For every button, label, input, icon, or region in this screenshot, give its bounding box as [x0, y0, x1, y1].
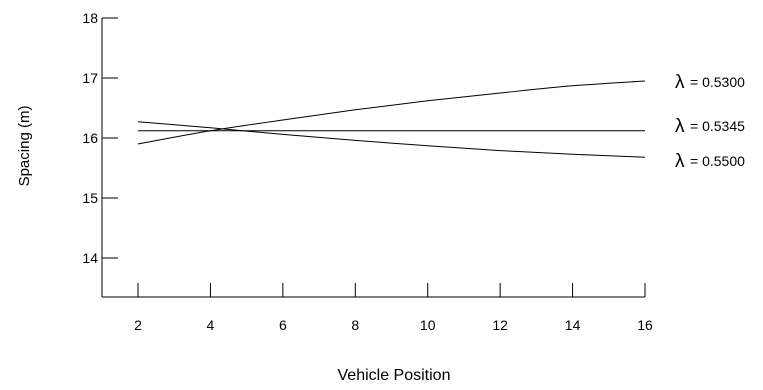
y-tick-label: 14 [82, 250, 98, 266]
y-tick-label: 18 [82, 10, 98, 26]
y-axis-label: Spacing (m) [16, 106, 33, 187]
y-ticks: 14 15 16 17 18 [82, 10, 118, 266]
x-ticks: 2 4 6 8 10 12 14 16 [134, 283, 653, 333]
x-tick-label: 6 [279, 317, 287, 333]
x-tick-label: 10 [420, 317, 436, 333]
x-tick-label: 8 [351, 317, 359, 333]
x-tick-label: 4 [207, 317, 215, 333]
series-label-value: = 0.5300 [690, 74, 745, 90]
lambda-symbol: λ [675, 72, 685, 93]
series-labels: λ = 0.5300 λ = 0.5345 λ = 0.5500 [675, 72, 745, 172]
series-lines [137, 80, 646, 158]
axes [101, 18, 645, 298]
series-line-1 [137, 80, 646, 145]
x-axis-label: Vehicle Position [338, 367, 451, 384]
x-tick-label: 16 [637, 317, 653, 333]
series-label-value: = 0.5345 [690, 118, 745, 134]
x-tick-label: 14 [565, 317, 581, 333]
y-tick-label: 16 [82, 130, 98, 146]
series-line-3 [137, 121, 646, 158]
y-tick-label: 15 [82, 190, 98, 206]
x-tick-label: 12 [492, 317, 508, 333]
y-tick-label: 17 [82, 70, 98, 86]
lambda-symbol: λ [675, 151, 685, 172]
x-tick-label: 2 [134, 317, 142, 333]
series-label-value: = 0.5500 [690, 153, 745, 169]
lambda-symbol: λ [675, 116, 685, 137]
